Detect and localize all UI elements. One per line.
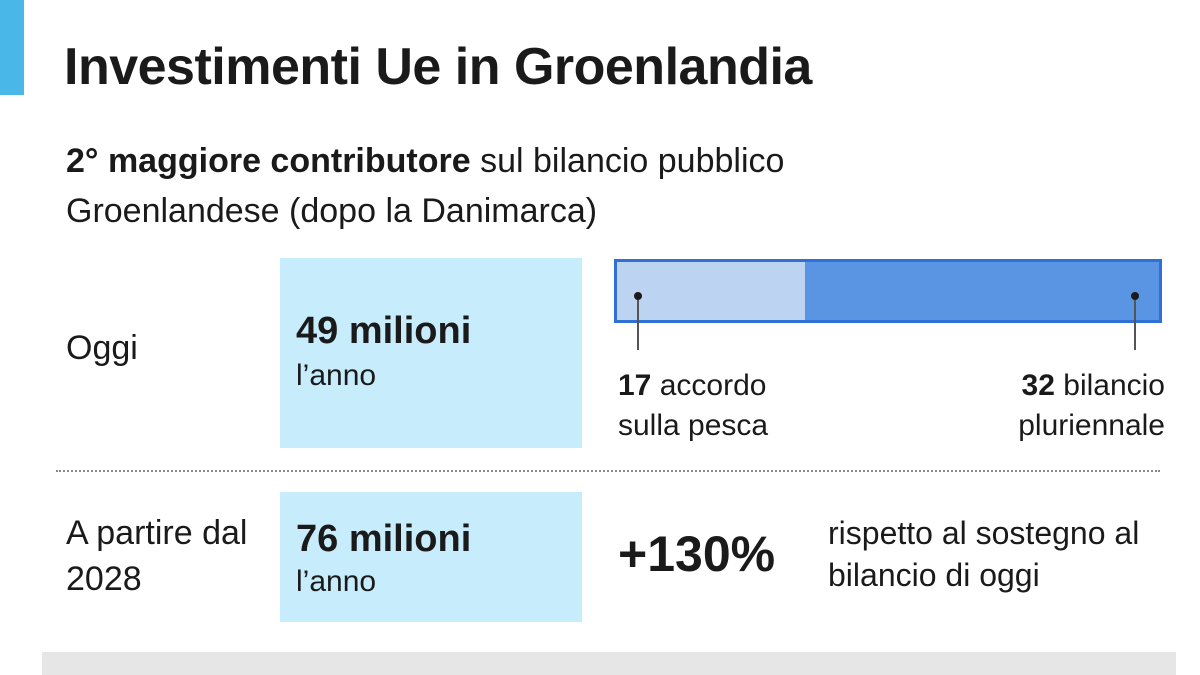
marker-line-fishing xyxy=(637,300,639,350)
caption-fishing-text: accordo sulla pesca xyxy=(618,369,769,442)
value-box-today: 49 milioni l’anno xyxy=(280,258,582,448)
footer-band xyxy=(42,652,1176,675)
stacked-bar xyxy=(614,259,1162,323)
unit-2028: l’anno xyxy=(296,565,377,598)
caption-fishing: 17 accordo sulla pesca xyxy=(618,366,768,446)
bar-segment-budget xyxy=(805,262,1159,320)
caption-fishing-value: 17 xyxy=(618,369,652,402)
accent-bar xyxy=(0,0,24,95)
bar-segment-fishing xyxy=(617,262,805,320)
amount-today: 49 milioni xyxy=(296,310,472,352)
caption-budget-text: bilancio pluriennale xyxy=(1018,369,1165,442)
subtitle-bold: 2° maggiore contributore xyxy=(66,142,471,180)
unit-today: l’anno xyxy=(296,359,377,392)
subtitle-rest: sul bilancio pubblico Groenlandese (dopo… xyxy=(66,142,785,230)
amount-2028: 76 milioni xyxy=(296,518,472,560)
chart-subtitle: 2° maggiore contributore sul bilancio pu… xyxy=(66,136,986,236)
chart-title: Investimenti Ue in Groenlandia xyxy=(64,38,812,96)
marker-dot-fishing xyxy=(634,292,642,300)
percent-increase: +130% xyxy=(618,526,776,582)
marker-line-budget xyxy=(1134,300,1136,350)
marker-dot-budget xyxy=(1131,292,1139,300)
caption-budget: 32 bilancio pluriennale xyxy=(975,366,1165,446)
row-label-today: Oggi xyxy=(66,329,138,367)
percent-note: rispetto al sostegno al bilancio di oggi xyxy=(828,515,1140,593)
value-box-2028: 76 milioni l’anno xyxy=(280,492,582,622)
caption-budget-value: 32 xyxy=(1021,369,1055,402)
row-divider xyxy=(56,470,1160,472)
row-label-2028: A partire dal 2028 xyxy=(66,514,248,598)
